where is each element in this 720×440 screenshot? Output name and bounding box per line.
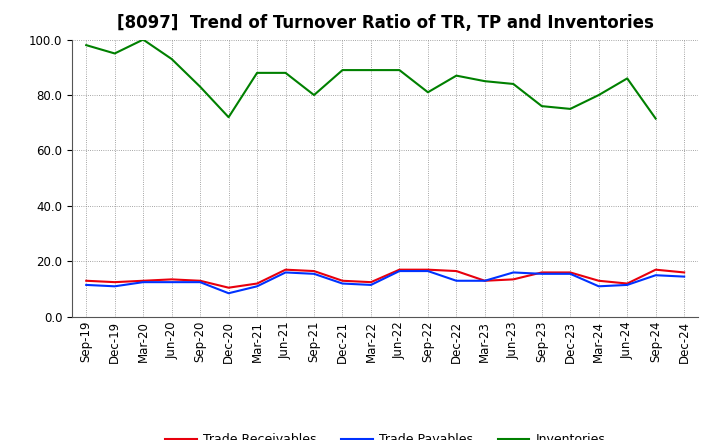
Trade Payables [82, 282, 91, 288]
Trade Receivables [110, 279, 119, 285]
Trade Receivables [509, 277, 518, 282]
Trade Receivables [338, 278, 347, 283]
Trade Payables [480, 278, 489, 283]
Inventories [537, 103, 546, 109]
Trade Payables [139, 279, 148, 285]
Inventories [595, 92, 603, 98]
Trade Receivables [225, 285, 233, 290]
Trade Receivables [366, 279, 375, 285]
Inventories [139, 37, 148, 42]
Line: Trade Receivables: Trade Receivables [86, 270, 684, 288]
Trade Payables [595, 284, 603, 289]
Trade Receivables [139, 278, 148, 283]
Trade Payables [196, 279, 204, 285]
Trade Payables [566, 271, 575, 276]
Legend: Trade Receivables, Trade Payables, Inventories: Trade Receivables, Trade Payables, Inven… [161, 429, 610, 440]
Inventories [310, 92, 318, 98]
Trade Payables [680, 274, 688, 279]
Line: Inventories: Inventories [86, 40, 656, 119]
Inventories [225, 114, 233, 120]
Trade Payables [537, 271, 546, 276]
Trade Payables [110, 284, 119, 289]
Inventories [652, 116, 660, 121]
Trade Payables [623, 282, 631, 288]
Trade Payables [452, 278, 461, 283]
Inventories [366, 67, 375, 73]
Trade Receivables [480, 278, 489, 283]
Inventories [452, 73, 461, 78]
Inventories [423, 90, 432, 95]
Trade Payables [509, 270, 518, 275]
Inventories [196, 84, 204, 89]
Trade Receivables [253, 281, 261, 286]
Trade Receivables [452, 268, 461, 274]
Inventories [282, 70, 290, 76]
Trade Receivables [566, 270, 575, 275]
Trade Payables [366, 282, 375, 288]
Inventories [253, 70, 261, 76]
Trade Receivables [282, 267, 290, 272]
Trade Receivables [623, 281, 631, 286]
Trade Payables [423, 268, 432, 274]
Trade Payables [338, 281, 347, 286]
Title: [8097]  Trend of Turnover Ratio of TR, TP and Inventories: [8097] Trend of Turnover Ratio of TR, TP… [117, 15, 654, 33]
Inventories [623, 76, 631, 81]
Line: Trade Payables: Trade Payables [86, 271, 684, 293]
Inventories [480, 78, 489, 84]
Trade Payables [395, 268, 404, 274]
Inventories [167, 56, 176, 62]
Inventories [566, 106, 575, 111]
Inventories [82, 43, 91, 48]
Trade Payables [282, 270, 290, 275]
Trade Payables [310, 271, 318, 276]
Inventories [110, 51, 119, 56]
Trade Receivables [196, 278, 204, 283]
Inventories [395, 67, 404, 73]
Trade Payables [652, 272, 660, 278]
Trade Payables [253, 284, 261, 289]
Trade Receivables [423, 267, 432, 272]
Trade Receivables [167, 277, 176, 282]
Trade Receivables [82, 278, 91, 283]
Inventories [338, 67, 347, 73]
Inventories [509, 81, 518, 87]
Trade Receivables [537, 270, 546, 275]
Trade Receivables [395, 267, 404, 272]
Trade Receivables [652, 267, 660, 272]
Trade Receivables [310, 268, 318, 274]
Trade Payables [225, 290, 233, 296]
Trade Receivables [680, 270, 688, 275]
Trade Receivables [595, 278, 603, 283]
Trade Payables [167, 279, 176, 285]
